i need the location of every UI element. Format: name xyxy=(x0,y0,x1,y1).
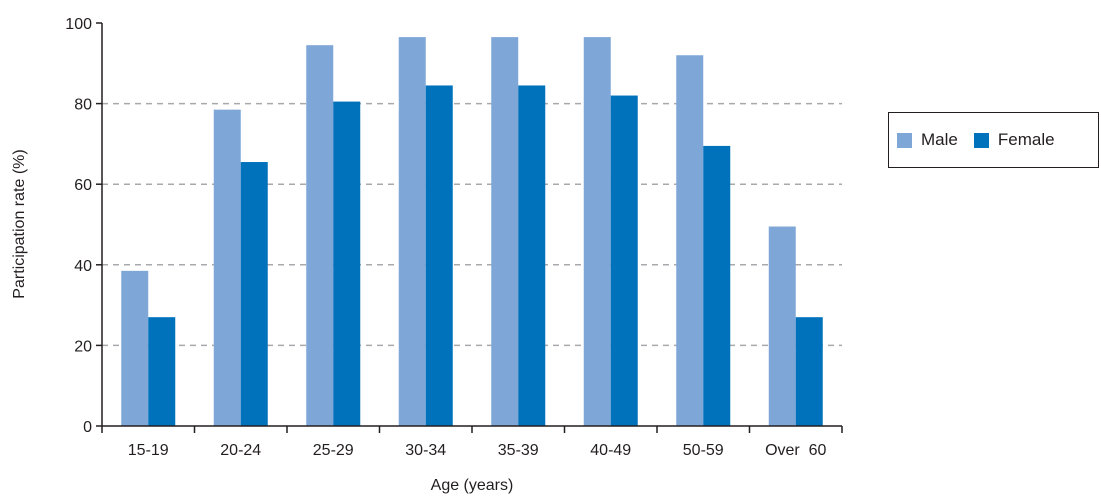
x-tick-label: 50-59 xyxy=(683,442,724,459)
legend-item-male: Male xyxy=(897,130,958,150)
y-tick-label: 20 xyxy=(74,338,92,355)
gridlines xyxy=(102,102,842,347)
legend-label-male: Male xyxy=(921,130,958,149)
x-axis-label: Age (years) xyxy=(431,477,514,494)
bar-male-50-59 xyxy=(676,55,704,427)
x-ticks: 15-19 20-24 25-29 30-34 35-39 40-49 50-59 Over … xyxy=(101,426,843,459)
y-axis-label: Participation rate (%) xyxy=(11,149,28,298)
legend-item-female: Female xyxy=(973,130,1055,150)
y-tick-label: 0 xyxy=(83,419,92,436)
bar-male-over-60 xyxy=(768,226,796,426)
x-tick-label: 20-24 xyxy=(220,442,261,459)
bar-female-35-39 xyxy=(518,85,546,426)
bar-male-35-39 xyxy=(491,37,519,426)
y-tick-label: 80 xyxy=(74,97,92,114)
y-tick-label: 60 xyxy=(74,177,92,194)
x-tick-label: 15-19 xyxy=(128,442,169,459)
axes xyxy=(101,23,842,427)
bar-female-over-60 xyxy=(795,317,823,426)
bar-male-25-29 xyxy=(306,45,334,426)
bar-male-30-34 xyxy=(398,37,426,426)
legend-label-female: Female xyxy=(997,130,1055,149)
bar-female-20-24 xyxy=(240,162,268,426)
x-tick-label: Over 60 xyxy=(765,442,826,459)
bar-male-20-24 xyxy=(213,109,241,427)
legend-swatch-male xyxy=(897,132,912,148)
y-tick-label: 40 xyxy=(74,258,92,275)
legend-swatch-female xyxy=(973,132,989,148)
bar-male-40-49 xyxy=(583,37,611,426)
y-tick-label: 100 xyxy=(65,16,92,33)
x-tick-label: 30-34 xyxy=(405,442,446,459)
legend: Male Female xyxy=(888,112,1099,168)
bars xyxy=(121,37,823,427)
bar-male-15-19 xyxy=(121,270,149,426)
x-tick-label: 40-49 xyxy=(590,442,631,459)
bar-female-50-59 xyxy=(703,145,731,427)
bar-female-25-29 xyxy=(333,101,361,427)
y-ticks: 0 20 40 60 80 100 xyxy=(65,16,102,436)
x-tick-label: 25-29 xyxy=(313,442,354,459)
x-tick-label: 35-39 xyxy=(498,442,539,459)
bar-female-15-19 xyxy=(148,317,176,426)
bar-female-30-34 xyxy=(425,85,453,426)
bar-female-40-49 xyxy=(610,95,638,426)
